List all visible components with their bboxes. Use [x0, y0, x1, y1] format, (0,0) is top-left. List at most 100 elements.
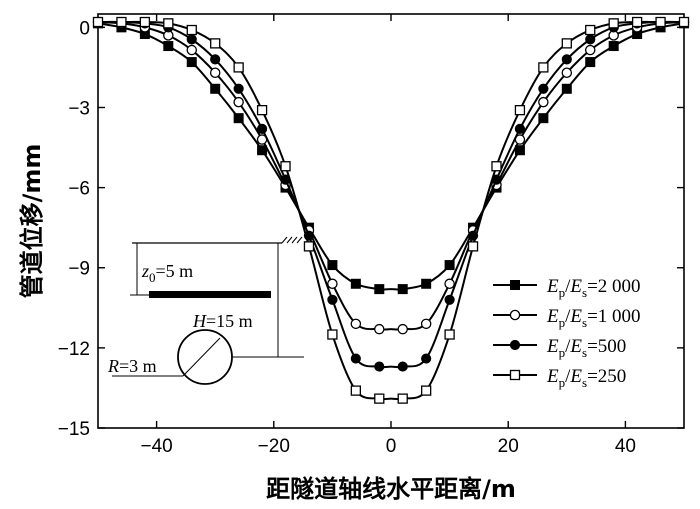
data-point: [209, 67, 221, 79]
legend-marker: [509, 369, 521, 381]
data-point: [210, 38, 221, 49]
data-point: [233, 62, 244, 73]
data-point: [350, 353, 361, 364]
data-point: [327, 278, 338, 290]
series-line: [97, 21, 685, 331]
data-point: [421, 353, 432, 364]
data-point: [561, 83, 572, 94]
data-point: [655, 16, 666, 28]
pipeline-bar: [149, 291, 271, 298]
data-point: [538, 62, 549, 73]
axes: −40 −20 0 20 40 0 −3 −6 −9 −12 −15: [58, 13, 685, 457]
legend-marker: [509, 339, 521, 351]
legend-item-2: Ep/Es=1 000: [493, 306, 641, 330]
data-point: [186, 57, 197, 68]
data-point: [233, 113, 244, 124]
x-tick-label: −20: [258, 436, 290, 457]
series-line: [97, 22, 685, 291]
data-point: [678, 16, 690, 28]
data-point: [350, 318, 362, 330]
data-point: [514, 145, 525, 156]
data-point: [608, 18, 619, 29]
legend-item-3: Ep/Es=500: [493, 336, 626, 360]
data-point: [561, 54, 572, 65]
h-label: H=15 m: [192, 311, 253, 331]
data-point: [421, 385, 432, 396]
legend: Ep/Es=2 000 Ep/Es=1 000 Ep/Es=500 Ep/Es=250: [493, 276, 641, 390]
y-tick-label: −9: [68, 259, 90, 280]
data-point: [303, 241, 315, 252]
legend-label: Ep/Es=500: [546, 336, 626, 360]
legend-item-4: Ep/Es=250: [493, 366, 626, 390]
data-point: [233, 96, 244, 108]
data-point: [374, 361, 385, 372]
data-point: [467, 241, 479, 252]
data-point: [397, 393, 408, 404]
data-point: [257, 145, 268, 156]
data-point: [585, 57, 596, 68]
data-point: [608, 41, 619, 52]
legend-item-1: Ep/Es=2 000: [493, 276, 641, 300]
data-point: [233, 83, 244, 94]
x-tick-label: −40: [140, 436, 172, 457]
series-1: [93, 18, 689, 295]
data-point: [374, 393, 385, 404]
legend-marker: [510, 280, 520, 290]
data-point: [421, 278, 432, 289]
data-point: [374, 284, 385, 295]
data-point: [256, 105, 268, 116]
radius-line: [182, 337, 221, 377]
legend-label: Ep/Es=1 000: [546, 306, 641, 330]
data-point: [514, 105, 526, 116]
data-point: [538, 113, 549, 124]
data-point: [444, 294, 455, 305]
data-point: [163, 41, 174, 52]
data-point: [374, 323, 385, 335]
data-point: [327, 329, 338, 340]
data-point: [420, 318, 432, 330]
data-point: [397, 284, 408, 295]
y-tick-label: −12: [58, 339, 90, 360]
data-point: [397, 361, 408, 372]
data-point: [444, 278, 455, 290]
data-point: [92, 16, 104, 28]
y-axis-title: 管道位移/mm: [18, 144, 46, 299]
data-point: [139, 16, 151, 28]
data-point: [350, 385, 361, 396]
data-point: [585, 24, 596, 36]
data-point: [584, 44, 596, 56]
data-point: [116, 16, 127, 28]
legend-label: Ep/Es=2 000: [546, 276, 641, 300]
ground-hatch: [286, 236, 293, 244]
ground-hatch: [291, 236, 298, 244]
legend-label: Ep/Es=250: [546, 366, 626, 390]
data-point: [538, 83, 549, 94]
tunnel-circle: [177, 329, 233, 385]
data-point: [163, 18, 174, 29]
data-point: [561, 38, 572, 49]
data-point: [186, 44, 198, 56]
schematic-inset: z0=5 m H=15 m R=3 m: [107, 236, 304, 385]
data-point: [491, 161, 502, 172]
y-tick-label: −6: [68, 179, 90, 200]
x-tick-label: 40: [615, 436, 636, 457]
x-axis-title: 距隧道轴线水平距离/m: [266, 475, 516, 503]
data-point: [280, 161, 291, 172]
data-point: [514, 123, 526, 134]
series-line: [97, 20, 685, 369]
data-point: [327, 294, 338, 305]
x-tick-label: 0: [386, 436, 397, 457]
y-tick-label: 0: [79, 18, 90, 39]
y-tick-label: −15: [58, 419, 90, 440]
data-point: [444, 329, 455, 340]
data-point: [256, 123, 268, 134]
data-point: [561, 67, 573, 79]
x-tick-label: 20: [498, 436, 519, 457]
data-point: [350, 278, 361, 289]
ground-hatch: [281, 236, 288, 244]
ground-hatch: [296, 236, 303, 244]
data-point: [186, 34, 197, 45]
data-point: [186, 24, 197, 36]
data-point: [585, 34, 596, 45]
